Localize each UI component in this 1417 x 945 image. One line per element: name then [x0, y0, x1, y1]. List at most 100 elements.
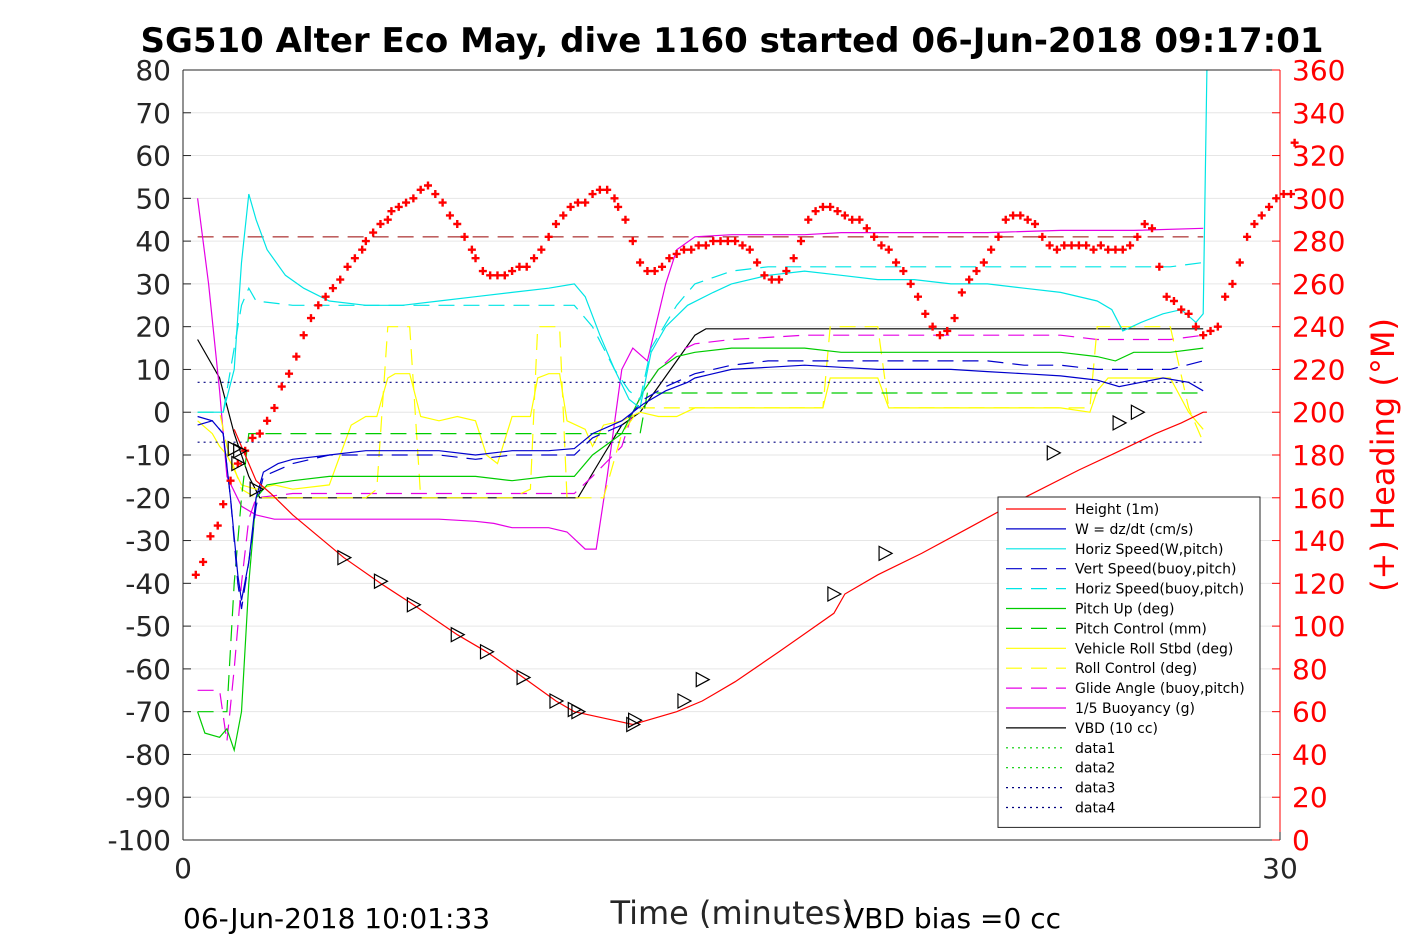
- heading-point: [636, 258, 645, 267]
- right-tick-label: 140: [1292, 525, 1345, 558]
- series-line-height-1m-: [233, 411, 1207, 726]
- y-tick-label: 10: [135, 353, 171, 386]
- heading-point: [1140, 220, 1149, 228]
- heading-point: [899, 267, 908, 276]
- heading-point: [738, 241, 747, 250]
- heading-point: [467, 245, 476, 254]
- heading-point: [431, 190, 440, 199]
- series-line-horiz-speed-w-pitch-: [197, 69, 1208, 413]
- heading-point: [588, 190, 597, 199]
- heading-point: [855, 215, 864, 224]
- y-tick-label: -20: [125, 482, 171, 515]
- right-tick-label: 260: [1292, 268, 1345, 301]
- heading-point: [493, 271, 502, 280]
- heading-point: [979, 258, 988, 267]
- footer-timestamp: 06-Jun-2018 10:01:33: [183, 902, 490, 935]
- series-line-1-5-buoyancy-g-: [197, 198, 1204, 550]
- heading-point: [233, 459, 242, 468]
- heading-point: [1126, 241, 1135, 250]
- heading-point: [957, 288, 966, 297]
- heading-point: [508, 267, 517, 276]
- heading-point: [206, 532, 215, 541]
- heading-point: [1009, 211, 1018, 220]
- heading-point: [559, 211, 568, 220]
- heading-point: [767, 275, 776, 284]
- height-marker: [233, 442, 248, 459]
- heading-point: [369, 228, 378, 237]
- heading-point: [760, 271, 769, 280]
- height-marker: [1046, 444, 1062, 461]
- chart-title: SG510 Alter Eco May, dive 1160 started 0…: [140, 21, 1323, 61]
- series-line-glide-angle-buoy-pitch-: [197, 334, 1204, 742]
- right-tick-label: 340: [1292, 97, 1345, 130]
- heading-point: [551, 220, 560, 228]
- heading-point: [789, 254, 798, 263]
- heading-point: [350, 254, 359, 263]
- legend-entry: W = dz/dt (cm/s): [1075, 522, 1194, 538]
- heading-point: [292, 352, 301, 361]
- height-marker: [406, 596, 422, 613]
- heading-point: [383, 215, 392, 224]
- right-tick-label: 0: [1292, 824, 1310, 857]
- legend-box: [997, 496, 1261, 828]
- legend-entry: Height (1m): [1075, 502, 1159, 518]
- heading-point: [694, 241, 703, 250]
- heading-point: [219, 500, 228, 509]
- heading-point: [1111, 245, 1120, 254]
- heading-point: [1199, 331, 1208, 340]
- tick-labels: 80706050403020100-10-20-30-40-50-60-70-8…: [107, 54, 1345, 885]
- heading-point: [603, 185, 612, 194]
- heading-point: [840, 211, 849, 220]
- heading-point: [701, 241, 710, 250]
- height-marker: [1130, 404, 1146, 421]
- height-marker: [626, 716, 642, 733]
- height-marker: [627, 712, 643, 729]
- heading-point: [731, 237, 740, 246]
- series-line-w-dz-dt-cm-s-: [197, 364, 1204, 601]
- heading-point: [782, 267, 791, 276]
- heading-point: [877, 241, 886, 250]
- series-line-vehicle-roll-stbd-deg-: [197, 373, 1204, 490]
- heading-point: [1067, 241, 1076, 250]
- legend-entry: Vert Speed(buoy,pitch): [1075, 562, 1237, 578]
- height-marker: [337, 549, 353, 566]
- heading-point: [796, 237, 805, 246]
- heading-point: [1045, 241, 1054, 250]
- heading-point: [906, 279, 915, 288]
- series-line-pitch-control-mm-: [197, 392, 1204, 713]
- right-tick-label: 360: [1292, 54, 1345, 87]
- legend-entry: Glide Angle (buoy,pitch): [1075, 681, 1245, 697]
- heading-point: [500, 271, 509, 280]
- heading-point: [343, 262, 352, 271]
- heading-point: [892, 258, 901, 267]
- series-line-horiz-speed-buoy-pitch-: [197, 261, 1204, 413]
- right-tick-label: 240: [1292, 311, 1345, 344]
- heading-point: [972, 267, 981, 276]
- legend-entry: 1/5 Buoyancy (g): [1075, 701, 1195, 717]
- y-tick-label: 50: [135, 182, 171, 215]
- right-tick-label: 40: [1292, 738, 1328, 771]
- heading-point: [1148, 224, 1157, 233]
- y-tick-label: -30: [125, 525, 171, 558]
- heading-point: [1162, 292, 1171, 301]
- heading-point: [394, 202, 403, 211]
- heading-point: [361, 237, 370, 246]
- heading-point: [191, 570, 200, 579]
- heading-point: [921, 309, 930, 318]
- y-tick-label: 60: [135, 140, 171, 173]
- heading-point: [716, 237, 725, 246]
- heading-point: [621, 215, 630, 224]
- heading-point: [1279, 190, 1288, 199]
- height-marker: [549, 692, 565, 709]
- heading-point: [1023, 215, 1032, 224]
- heading-point: [1221, 292, 1230, 301]
- legend-entry: data2: [1075, 761, 1115, 777]
- legend-entry: data3: [1075, 781, 1115, 797]
- heading-point: [537, 245, 546, 254]
- heading-point: [358, 245, 367, 254]
- heading-point: [453, 220, 462, 228]
- legend-entry: Horiz Speed(buoy,pitch): [1075, 582, 1244, 598]
- right-tick-label: 20: [1292, 781, 1328, 814]
- heading-point: [753, 258, 762, 267]
- heading-point: [818, 202, 827, 211]
